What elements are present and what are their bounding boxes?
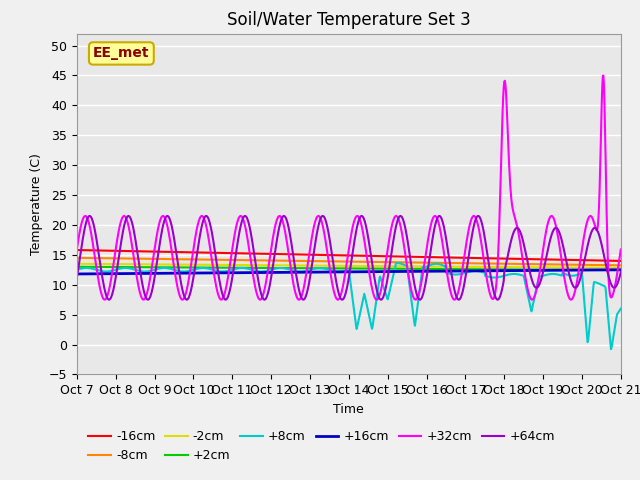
Title: Soil/Water Temperature Set 3: Soil/Water Temperature Set 3	[227, 11, 470, 29]
Y-axis label: Temperature (C): Temperature (C)	[30, 153, 43, 255]
X-axis label: Time: Time	[333, 403, 364, 416]
Legend: -16cm, -8cm, -2cm, +2cm, +8cm, +16cm, +32cm, +64cm: -16cm, -8cm, -2cm, +2cm, +8cm, +16cm, +3…	[83, 425, 560, 467]
Text: EE_met: EE_met	[93, 47, 150, 60]
